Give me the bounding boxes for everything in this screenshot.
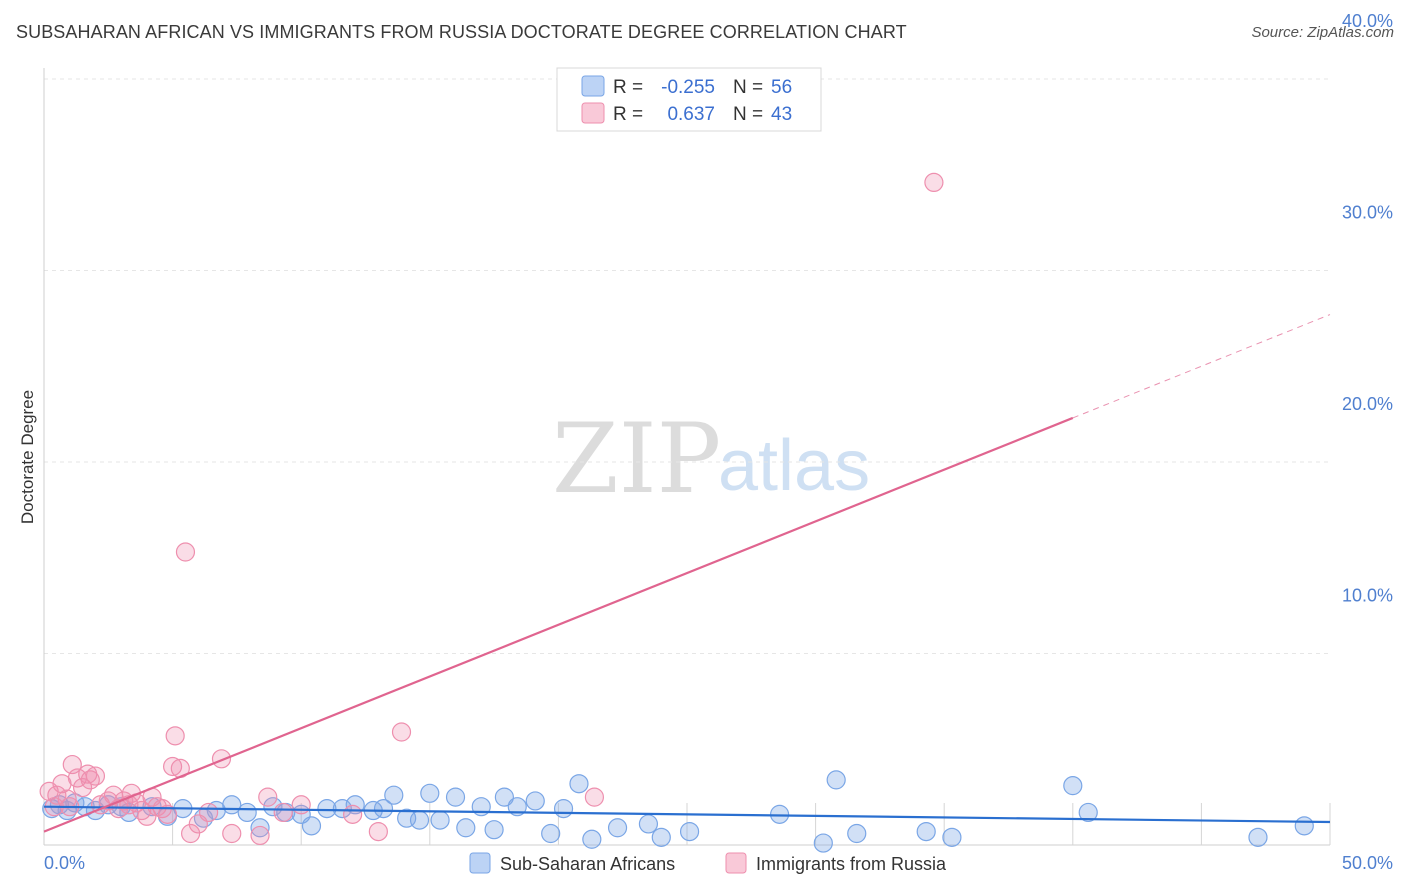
point-sub-saharan <box>651 827 671 847</box>
legend-r-value-blue: -0.255 <box>661 77 715 98</box>
point-russia <box>85 766 106 786</box>
point-russia <box>258 787 278 807</box>
point-sub-saharan <box>607 818 628 838</box>
point-sub-saharan <box>420 783 440 803</box>
point-sub-saharan <box>826 770 846 790</box>
x-tick-label-max: 50.0% <box>1342 853 1393 873</box>
point-russia <box>163 756 183 777</box>
point-russia <box>250 825 270 846</box>
point-russia <box>181 823 201 844</box>
point-russia <box>47 785 67 805</box>
legend-n-value-blue: 56 <box>771 77 792 98</box>
point-sub-saharan <box>916 821 936 842</box>
point-sub-saharan <box>430 810 450 830</box>
trend-line-russia-extension <box>1072 314 1331 419</box>
point-russia <box>343 804 363 824</box>
point-sub-saharan <box>525 791 545 811</box>
legend-r-value-pink: 0.637 <box>667 104 715 125</box>
point-russia <box>273 802 293 823</box>
legend-swatch-blue <box>581 75 605 97</box>
bottom-legend-label-pink: Immigrants from Russia <box>756 854 947 874</box>
point-sub-saharan <box>942 827 962 847</box>
point-russia <box>157 804 178 824</box>
legend-n-label: N = <box>733 104 763 125</box>
y-tick-label: 10.0% <box>1342 586 1393 606</box>
point-sub-saharan <box>494 787 514 807</box>
y-tick-label: 20.0% <box>1342 394 1393 414</box>
point-sub-saharan <box>301 816 322 836</box>
point-sub-saharan <box>638 814 659 834</box>
point-russia <box>222 823 242 844</box>
bottom-legend-swatch-pink <box>725 852 747 874</box>
point-sub-saharan <box>409 810 430 830</box>
y-tick-labels: 10.0% 20.0% 30.0% 40.0% <box>1342 11 1393 606</box>
trend-line-russia <box>43 416 1074 833</box>
chart-title: SUBSAHARAN AFRICAN VS IMMIGRANTS FROM RU… <box>16 22 907 42</box>
watermark-zip: ZIP <box>552 403 721 515</box>
legend-r-label: R = <box>613 77 643 98</box>
y-axis-label: Doctorate Degree <box>18 390 37 524</box>
point-sub-saharan <box>847 823 867 844</box>
point-sub-saharan <box>813 833 833 853</box>
point-russia <box>175 542 196 562</box>
point-russia <box>165 726 185 746</box>
point-sub-saharan <box>384 785 404 805</box>
gridlines <box>44 78 1330 654</box>
point-russia <box>924 172 944 193</box>
point-sub-saharan <box>373 799 394 819</box>
point-russia <box>368 821 388 842</box>
point-sub-saharan <box>237 802 257 823</box>
point-russia <box>132 800 152 821</box>
point-sub-saharan <box>1248 827 1268 847</box>
point-sub-saharan <box>541 823 561 844</box>
legend-box: R = -0.255 N = 56 R = 0.637 N = 43 <box>556 67 822 132</box>
point-sub-saharan <box>1063 776 1083 796</box>
point-sub-saharan <box>484 820 504 840</box>
point-sub-saharan <box>317 799 337 819</box>
trend-line-sub-saharan <box>43 805 1331 824</box>
legend-n-label: N = <box>733 77 763 98</box>
legend-r-label: R = <box>613 104 643 125</box>
watermark-atlas: atlas <box>718 426 870 506</box>
point-sub-saharan <box>582 829 602 849</box>
y-tick-label: 30.0% <box>1342 203 1393 223</box>
point-russia <box>199 802 219 823</box>
point-russia <box>584 787 605 807</box>
source-label: Source: ZipAtlas.com <box>1251 24 1394 41</box>
x-tick-label-min: 0.0% <box>44 853 85 873</box>
point-russia <box>391 722 412 742</box>
point-sub-saharan <box>445 787 466 807</box>
point-sub-saharan <box>250 818 270 838</box>
point-russia <box>80 770 100 790</box>
point-sub-saharan <box>679 821 700 842</box>
point-sub-saharan <box>569 774 589 794</box>
point-russia <box>291 795 311 815</box>
point-russia <box>211 749 232 769</box>
point-sub-saharan <box>332 799 352 819</box>
bottom-legend-swatch-blue <box>469 852 491 874</box>
trend-lines <box>43 314 1331 833</box>
point-sub-saharan <box>553 799 574 819</box>
y-tick-label: 40.0% <box>1342 11 1393 31</box>
point-sub-saharan <box>1294 816 1314 836</box>
legend-swatch-pink <box>581 102 605 124</box>
bottom-legend-label-blue: Sub-Saharan Africans <box>500 854 675 874</box>
point-sub-saharan <box>1078 802 1098 823</box>
legend-n-value-pink: 43 <box>771 104 792 125</box>
point-sub-saharan <box>456 818 476 838</box>
bottom-legend: Sub-Saharan Africans Immigrants from Rus… <box>469 852 947 874</box>
